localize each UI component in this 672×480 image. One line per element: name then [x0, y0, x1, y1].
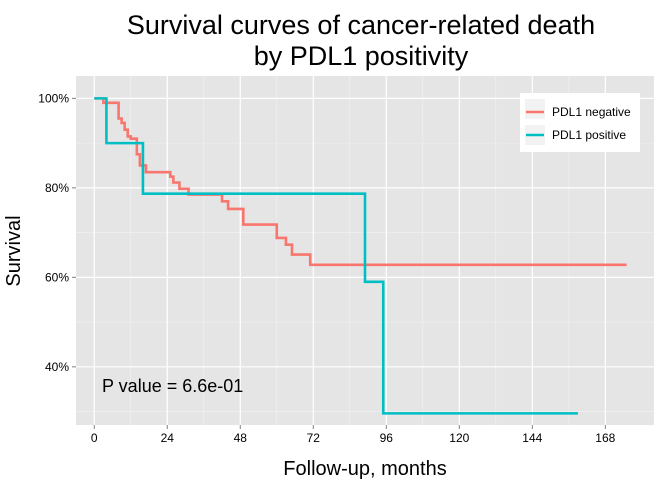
- x-tick-label: 72: [307, 431, 321, 445]
- y-tick-label: 80%: [45, 181, 69, 195]
- y-tick-label: 100%: [38, 91, 69, 105]
- legend-key-pdl1-negative: [525, 99, 545, 119]
- y-tick-label: 60%: [45, 270, 69, 284]
- x-tick-label: 48: [234, 431, 248, 445]
- y-axis-ticks: 40% 60% 80% 100%: [38, 91, 76, 374]
- x-tick-label: 144: [522, 431, 542, 445]
- series-lines: [94, 97, 627, 415]
- legend-label-pdl1-negative: PDL1 negative: [552, 105, 631, 119]
- legend: PDL1 negative PDL1 positive: [520, 93, 640, 152]
- x-axis-title: Follow-up, months: [283, 458, 446, 480]
- series-line-pdl1-positive: [94, 97, 578, 415]
- p-value-annotation: P value = 6.6e-01: [102, 376, 243, 396]
- x-tick-label: 96: [380, 431, 394, 445]
- chart-title-line2: by PDL1 positivity: [254, 41, 469, 71]
- x-tick-label: 120: [449, 431, 469, 445]
- series-line-pdl1-negative: [94, 97, 627, 267]
- x-tick-label: 168: [595, 431, 615, 445]
- x-axis-ticks: 0 24 48 72 96 120 144 168: [91, 425, 616, 445]
- y-tick-label: 40%: [45, 360, 69, 374]
- legend-label-pdl1-positive: PDL1 positive: [552, 128, 626, 142]
- x-tick-label: 0: [91, 431, 98, 445]
- chart-title-line1: Survival curves of cancer-related death: [127, 10, 595, 40]
- y-axis-title: Survival: [3, 215, 25, 286]
- x-tick-label: 24: [161, 431, 175, 445]
